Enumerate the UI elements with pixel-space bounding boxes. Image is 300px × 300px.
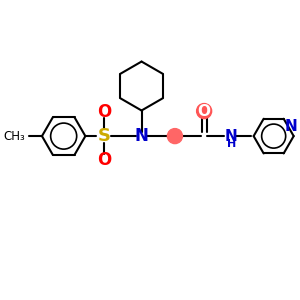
Text: O: O [97,151,111,169]
Text: N: N [224,129,237,144]
Circle shape [196,103,211,118]
Text: H: H [227,139,237,149]
Text: N: N [285,118,297,134]
Text: O: O [198,103,211,118]
Text: S: S [98,127,110,145]
Text: N: N [135,127,148,145]
Text: O: O [97,103,111,122]
Text: CH₃: CH₃ [4,130,25,142]
Circle shape [167,129,182,144]
